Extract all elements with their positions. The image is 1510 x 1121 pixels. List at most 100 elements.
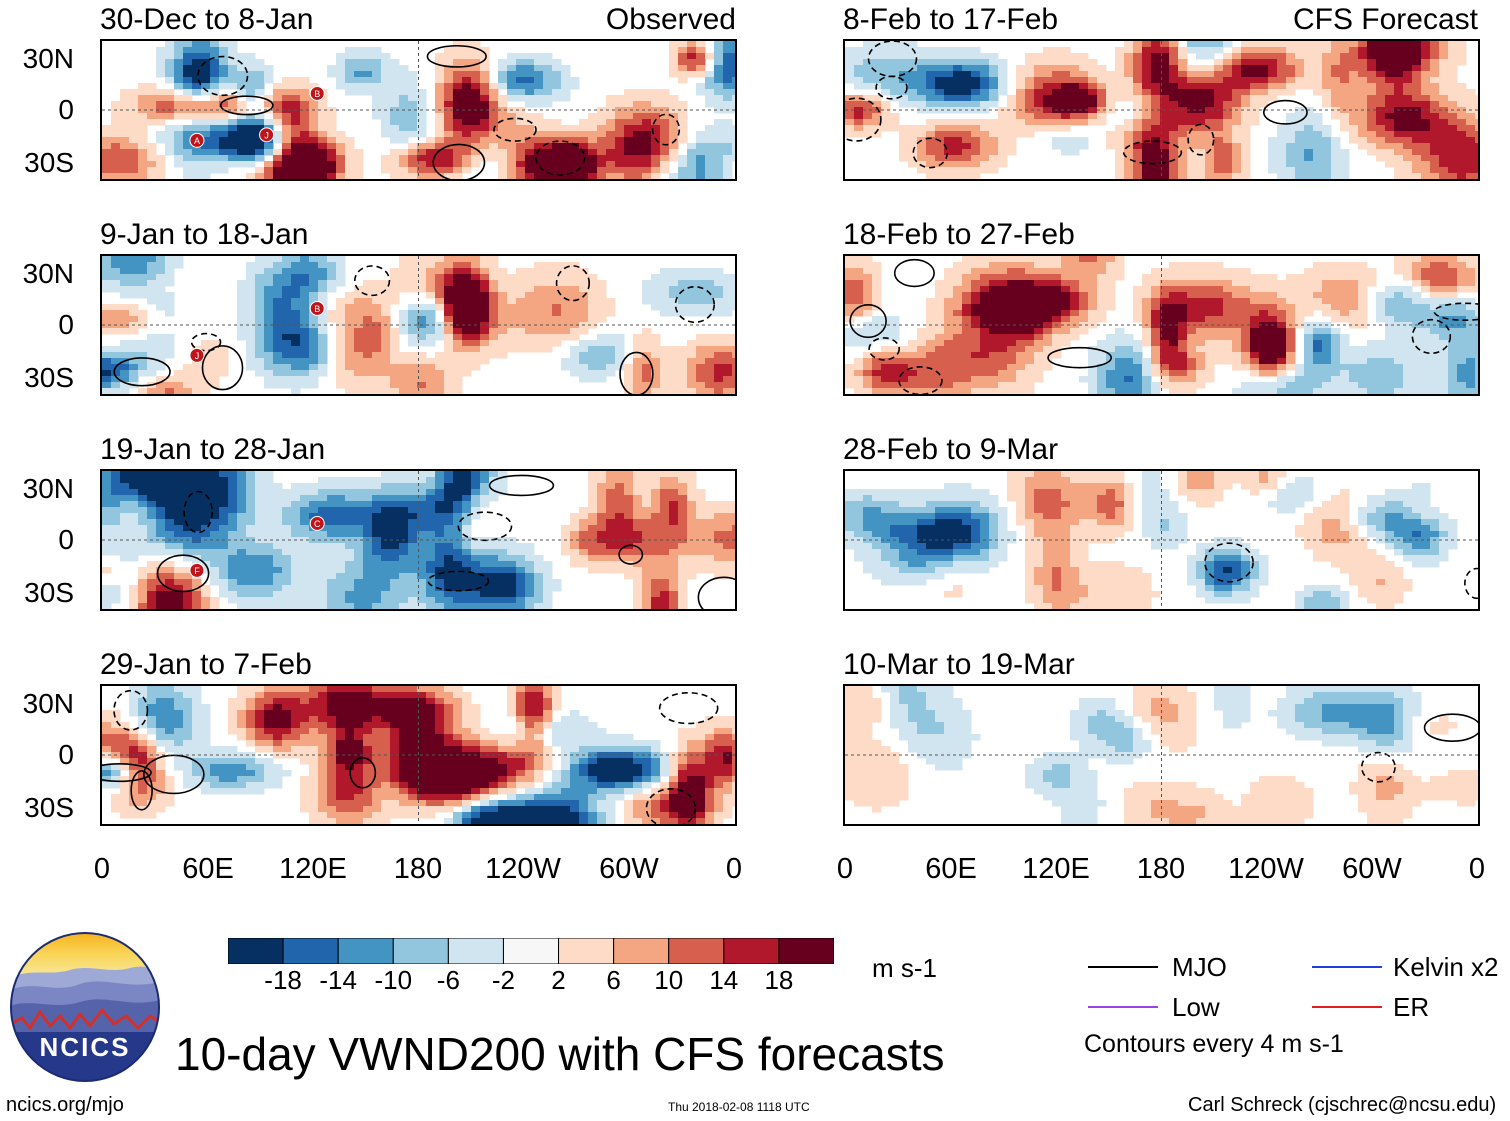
anomaly-cell [696,382,706,389]
anomaly-cell [156,161,166,168]
anomaly-cell [642,567,652,574]
anomaly-cell [399,770,409,777]
anomaly-cell [687,155,697,162]
anomaly-cell [426,280,436,287]
anomaly-cell [588,794,598,801]
anomaly-cell [156,740,166,747]
anomaly-cell [471,704,481,711]
anomaly-cell [516,585,526,592]
anomaly-cell [453,782,463,789]
anomaly-cell [732,298,735,305]
anomaly-cell [336,543,346,550]
anomaly-cell [138,352,148,359]
anomaly-cell [615,770,625,777]
anomaly-cell [633,376,643,383]
anomaly-cell [444,274,454,281]
anomaly-cell [426,758,436,765]
anomaly-cell [606,370,616,377]
anomaly-cell [237,603,247,609]
anomaly-cell [219,549,229,556]
anomaly-cell [489,734,499,741]
anomaly-cell [525,728,535,735]
anomaly-cell [138,310,148,317]
anomaly-cell [372,376,382,383]
mjo-contour [190,332,222,352]
anomaly-cell [381,382,391,389]
anomaly-cell [120,740,130,747]
anomaly-cell [318,495,328,502]
anomaly-cell [543,101,553,108]
anomaly-cell [678,794,688,801]
anomaly-cell [273,555,283,562]
anomaly-cell [705,131,715,138]
anomaly-cell [399,310,409,317]
anomaly-cell [669,501,679,508]
anomaly-cell [534,716,544,723]
anomaly-cell [345,161,355,168]
anomaly-cell [516,782,526,789]
anomaly-cell [255,137,265,144]
anomaly-cell [246,137,256,144]
anomaly-cell [714,770,724,777]
anomaly-cell [102,591,112,598]
anomaly-cell [300,101,310,108]
anomaly-cell [660,89,670,96]
anomaly-cell [273,573,283,580]
anomaly-cell [516,770,526,777]
anomaly-cell [282,728,292,735]
anomaly-cell [633,746,643,753]
anomaly-cell [336,495,346,502]
anomaly-cell [246,489,256,496]
anomaly-cell [381,686,391,693]
anomaly-cell [372,728,382,735]
anomaly-cell [327,698,337,705]
mjo-contour [658,691,719,725]
anomaly-cell [516,274,526,281]
anomaly-cell [534,764,544,771]
anomaly-cell [156,352,166,359]
anomaly-cell [147,89,157,96]
anomaly-cell [453,818,463,824]
anomaly-cell [219,519,229,526]
anomaly-cell [291,262,301,269]
anomaly-cell [471,567,481,574]
anomaly-cell [687,358,697,365]
anomaly-cell [174,728,184,735]
anomaly-cell [318,483,328,490]
anomaly-cell [300,716,310,723]
anomaly-cell [543,131,553,138]
anomaly-cell [291,119,301,126]
anomaly-cell [174,483,184,490]
anomaly-cell [498,149,508,156]
anomaly-cell [183,698,193,705]
anomaly-cell [633,561,643,568]
anomaly-cell [327,555,337,562]
anomaly-cell [462,746,472,753]
anomaly-cell [597,477,607,484]
anomaly-cell [462,537,472,544]
anomaly-cell [660,280,670,287]
anomaly-cell [399,131,409,138]
anomaly-cell [516,579,526,586]
anomaly-cell [516,310,526,317]
anomaly-cell [165,525,175,532]
anomaly-cell [165,376,175,383]
anomaly-cell [732,292,735,299]
anomaly-cell [183,555,193,562]
anomaly-cell [219,370,229,377]
anomaly-cell [705,561,715,568]
anomaly-cell [579,316,589,323]
anomaly-cell [507,603,517,609]
anomaly-cell [255,155,265,162]
anomaly-cell [165,71,175,78]
anomaly-cell [642,370,652,377]
anomaly-cell [381,53,391,60]
anomaly-cell [660,788,670,795]
anomaly-cell [228,591,238,598]
anomaly-cell [318,740,328,747]
anomaly-cell [129,746,139,753]
anomaly-cell [426,364,436,371]
anomaly-cell [273,268,283,275]
anomaly-cell [165,579,175,586]
